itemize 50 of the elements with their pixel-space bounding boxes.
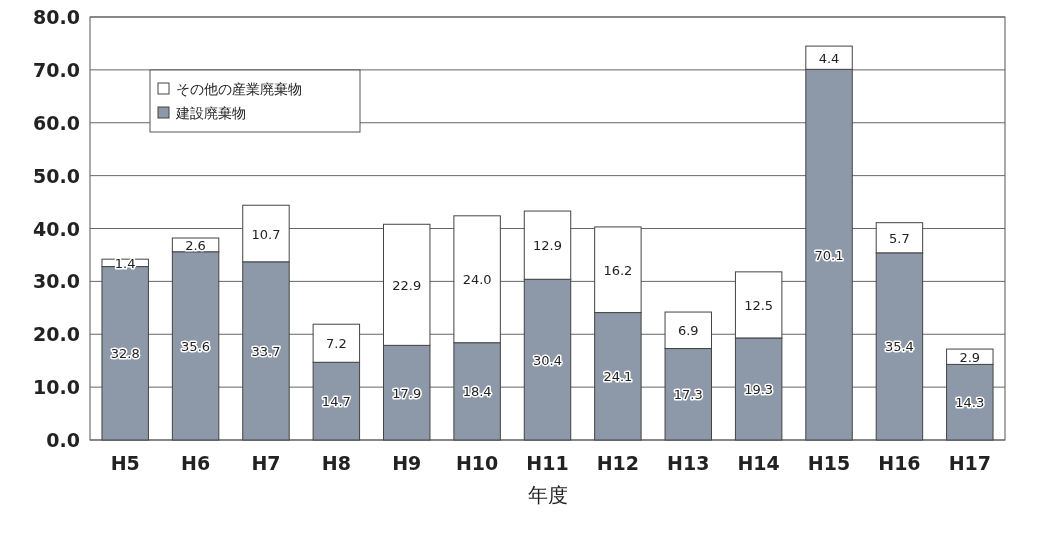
data-label: 6.9 [677,323,699,339]
x-tick-label: H6 [181,452,211,474]
data-label: 19.3 [744,381,774,397]
data-label: 7.2 [326,336,347,352]
x-tick-label: H12 [596,452,640,474]
data-label: 24.1 [603,369,633,385]
data-label: 17.3 [673,387,703,403]
x-tick-label: H13 [667,452,710,474]
x-tick-label: H17 [948,452,991,474]
x-tick-label: H9 [392,452,422,474]
y-tick-label: 0.0 [46,429,80,451]
data-label: 17.9 [392,385,422,401]
data-label: 12.9 [533,238,562,254]
data-label: 24.0 [462,272,492,288]
y-tick-label: 60.0 [33,111,80,134]
y-tick-label: 80.0 [33,6,80,28]
y-tick-label: 70.0 [33,58,80,81]
data-label: 5.7 [889,230,910,246]
x-axis-title: 年度 [527,483,568,507]
data-label: 32.8 [110,346,140,362]
legend-label: その他の産業廃棄物 [176,81,302,97]
data-label: 35.6 [181,338,211,354]
x-tick-label: H8 [321,452,351,474]
data-label: 22.9 [392,277,422,293]
y-tick-label: 20.0 [33,323,80,346]
data-label: 14.3 [955,395,985,411]
data-label: 70.1 [814,247,844,263]
y-tick-label: 40.0 [33,217,80,240]
x-tick-label: H11 [526,452,569,474]
y-tick-label: 30.0 [33,270,80,293]
x-tick-label: H16 [878,452,921,474]
y-tick-label: 50.0 [33,164,80,187]
x-tick-label: H7 [251,452,281,474]
data-label: 16.2 [603,262,633,278]
x-tick-label: H14 [737,452,780,474]
x-tick-label: H5 [110,452,140,474]
data-label: 2.6 [185,237,206,253]
legend-label: 建設廃棄物 [175,105,246,121]
data-label: 2.9 [959,349,981,365]
data-label: 14.7 [321,394,351,410]
data-label: 12.5 [744,297,774,313]
y-tick-label: 10.0 [33,376,80,399]
data-label: 10.7 [251,226,281,242]
data-label: 4.4 [818,50,840,66]
x-tick-label: H10 [455,452,499,474]
data-label: 33.7 [251,343,281,359]
data-label: 35.4 [884,339,914,355]
data-label: 30.4 [533,352,562,368]
x-tick-label: H15 [807,452,851,474]
data-label: 18.4 [462,384,492,400]
